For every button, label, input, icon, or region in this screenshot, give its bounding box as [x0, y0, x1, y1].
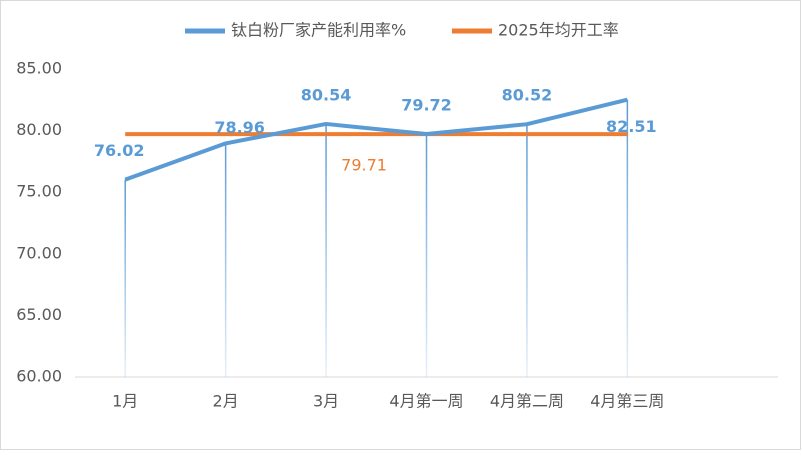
data-label: 76.02 [94, 141, 145, 160]
legend-label: 2025年均开工率 [498, 21, 619, 40]
drop-line [224, 143, 227, 377]
data-label: 78.96 [214, 118, 265, 137]
x-tick-label: 4月第一周 [389, 392, 463, 411]
series-line [124, 97, 628, 182]
data-label: 79.71 [341, 156, 387, 175]
x-tick-label: 3月 [313, 392, 339, 411]
data-label: 80.52 [502, 86, 553, 105]
x-tick-label: 4月第二周 [490, 392, 564, 411]
y-tick-label: 60.00 [16, 367, 62, 386]
drop-line [325, 123, 327, 377]
chart-border [0, 0, 801, 450]
drop-line [626, 99, 629, 377]
data-label: 80.54 [301, 85, 352, 104]
x-tick-label: 1月 [112, 392, 138, 411]
y-tick-label: 85.00 [16, 59, 62, 78]
y-tick-label: 65.00 [16, 305, 62, 324]
drop-line [526, 124, 528, 377]
y-tick-label: 75.00 [16, 182, 62, 201]
legend-label: 钛白粉厂家产能利用率% [231, 21, 406, 40]
x-tick-label: 2月 [213, 392, 239, 411]
data-label: 79.72 [401, 96, 452, 115]
drop-line [425, 134, 428, 377]
y-tick-label: 80.00 [16, 120, 62, 139]
x-tick-label: 4月第三周 [590, 392, 664, 411]
y-tick-label: 70.00 [16, 243, 62, 262]
data-label: 82.51 [606, 117, 657, 136]
drop-line [124, 179, 126, 377]
